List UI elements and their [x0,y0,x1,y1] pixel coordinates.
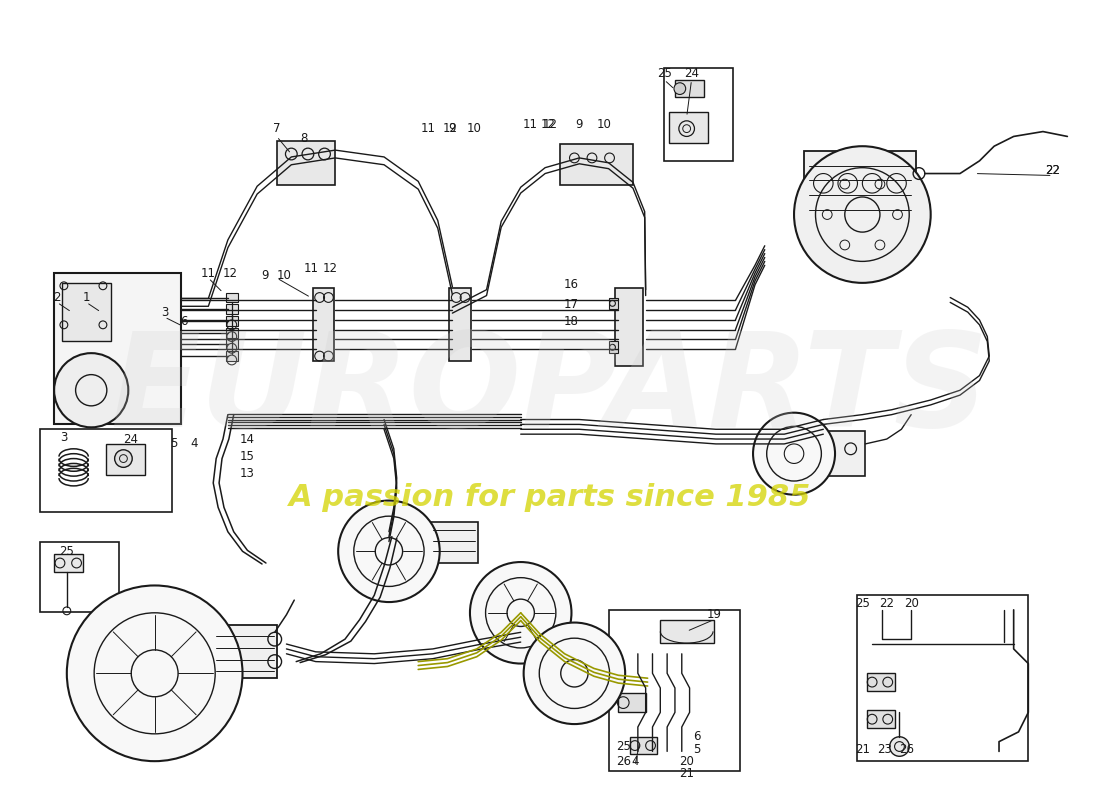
Text: 5: 5 [693,743,700,756]
Bar [664,68,733,161]
Text: 10: 10 [277,269,292,282]
Text: 23: 23 [878,743,892,756]
Text: 21: 21 [855,743,870,756]
Bar [804,151,916,224]
Circle shape [54,353,129,427]
Bar [608,342,618,353]
Text: 25: 25 [616,740,630,753]
Bar [312,288,334,361]
Text: 20: 20 [679,754,694,768]
Bar [630,737,658,754]
Text: 26: 26 [616,754,630,768]
Bar [618,693,646,712]
Circle shape [754,413,835,494]
Text: 26: 26 [899,743,914,756]
Text: 11: 11 [304,262,318,274]
Text: 6: 6 [693,730,701,743]
Bar [450,288,471,361]
Bar [828,431,866,476]
Text: 3: 3 [161,306,168,318]
Bar [277,142,336,186]
Text: 10: 10 [466,122,482,135]
Bar [54,273,182,425]
Bar [226,351,238,361]
Circle shape [794,146,931,283]
Text: 2: 2 [53,291,60,304]
Text: 19: 19 [706,608,722,622]
Bar [54,554,84,572]
Text: 7: 7 [273,122,280,135]
Bar [41,430,173,512]
Circle shape [524,622,625,724]
Text: 9: 9 [261,269,268,282]
Circle shape [470,562,572,663]
Text: 22: 22 [1045,164,1060,177]
Bar [675,80,704,98]
Text: 25: 25 [657,67,672,81]
Bar [867,674,894,691]
Text: 24: 24 [123,433,138,446]
Text: 8: 8 [300,132,308,145]
Text: 17: 17 [564,298,579,311]
Text: 6: 6 [180,315,188,329]
Text: 11: 11 [420,122,436,135]
Text: 4: 4 [631,754,639,768]
Text: 13: 13 [240,466,255,480]
Bar [41,542,119,612]
Text: A passion for parts since 1985: A passion for parts since 1985 [289,483,811,512]
Bar [660,620,714,643]
Bar [669,112,708,143]
Text: 10: 10 [596,118,612,131]
Text: 9: 9 [449,122,456,135]
Circle shape [890,737,910,756]
Text: 9: 9 [575,118,583,131]
Text: 12: 12 [443,122,458,135]
Circle shape [338,501,440,602]
Bar [62,283,111,342]
Bar [106,444,145,475]
Bar [226,328,238,338]
Text: 12: 12 [540,118,556,131]
Bar [213,625,277,678]
Circle shape [674,82,685,94]
Text: 16: 16 [564,278,579,291]
Bar [226,316,238,326]
Text: 22: 22 [1045,164,1060,177]
Bar [867,710,894,728]
Text: 24: 24 [684,67,699,81]
Bar [608,298,618,310]
Text: 11: 11 [201,266,216,280]
Bar [226,304,238,314]
Circle shape [67,586,242,761]
Text: 15: 15 [240,450,255,463]
Text: 12: 12 [222,266,238,280]
Bar [858,595,1028,761]
Bar [615,288,642,366]
Text: EUROPARTS: EUROPARTS [111,326,989,454]
Circle shape [114,450,132,467]
Bar [431,522,477,563]
Text: 14: 14 [240,433,255,446]
Text: 12: 12 [542,118,558,131]
Text: 25: 25 [855,597,870,610]
Text: 5: 5 [170,438,178,450]
Text: 11: 11 [522,118,538,131]
Text: 18: 18 [564,315,579,329]
Bar [226,293,238,302]
Text: 3: 3 [60,430,67,443]
Text: 20: 20 [904,597,918,610]
Text: 22: 22 [879,597,894,610]
Text: 4: 4 [190,438,198,450]
Text: 21: 21 [679,767,694,780]
Bar [560,144,632,186]
Bar [608,610,740,771]
Text: 25: 25 [59,545,75,558]
Bar [226,339,238,350]
Text: 12: 12 [323,262,338,274]
Text: 1: 1 [82,291,90,304]
